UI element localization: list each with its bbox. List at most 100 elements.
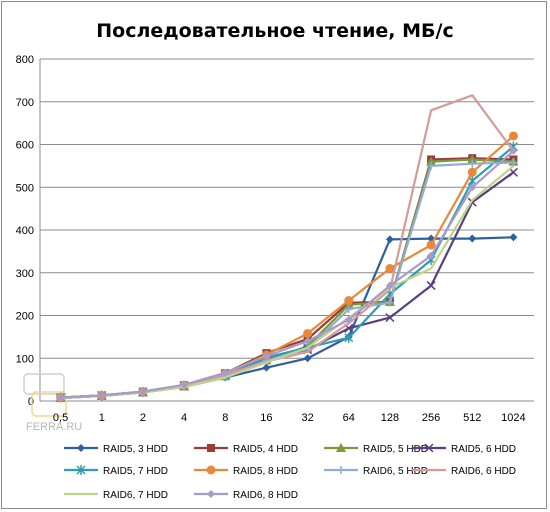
marker-x xyxy=(385,313,395,323)
x-tick-label: 32 xyxy=(301,412,313,424)
x-tick-label: 1024 xyxy=(501,412,525,424)
legend-item: RAID6, 5 HDD xyxy=(324,466,428,477)
series-line xyxy=(60,150,515,399)
legend-label: RAID6, 5 HDD xyxy=(363,466,428,477)
marker-diamond xyxy=(303,354,312,363)
legend-item: RAID6, 8 HDD xyxy=(194,490,298,501)
legend-label: RAID6, 6 HDD xyxy=(451,466,516,477)
marker-diamond xyxy=(180,380,189,389)
marker-star xyxy=(344,332,354,343)
series-lines xyxy=(55,94,519,403)
series-0 xyxy=(56,233,518,403)
legend-item: RAID5, 7 HDD xyxy=(64,465,168,477)
y-tick-label: 700 xyxy=(16,97,34,109)
marker-circle xyxy=(344,296,354,306)
legend: RAID5, 3 HDD RAID5, 4 HDD RAID5, 5 HDD RAID… xyxy=(64,443,516,501)
marker-x xyxy=(426,281,436,291)
marker-triangle xyxy=(336,443,346,452)
marker-diamond xyxy=(385,281,394,290)
y-tick-label: 200 xyxy=(16,311,34,323)
x-tick-label: 1 xyxy=(99,412,105,424)
marker-circle xyxy=(385,263,395,273)
y-tick-label: 600 xyxy=(16,140,34,152)
marker-diamond xyxy=(138,387,147,396)
legend-item: RAID6, 6 HDD xyxy=(412,466,516,477)
marker-plus xyxy=(509,158,518,167)
legend-item: RAID5, 6 HDD xyxy=(412,443,516,455)
marker-triangle xyxy=(426,156,437,166)
marker-circle xyxy=(467,167,477,177)
legend-label: RAID5, 5 HDD xyxy=(363,444,428,455)
marker-diamond xyxy=(262,363,271,372)
gridlines xyxy=(39,58,534,402)
marker-diamond xyxy=(509,233,518,242)
marker-diamond xyxy=(56,393,65,402)
legend-item: RAID5, 3 HDD xyxy=(64,444,168,455)
legend-label: RAID5, 3 HDD xyxy=(103,444,168,455)
marker-circle xyxy=(206,465,216,475)
x-tick-label: 4 xyxy=(181,412,187,424)
x-tick-label: 2 xyxy=(140,412,146,424)
legend-item: RAID5, 5 HDD xyxy=(324,443,428,455)
legend-item: RAID5, 8 HDD xyxy=(194,465,298,477)
marker-diamond xyxy=(427,251,436,260)
y-tick-label: 800 xyxy=(16,54,34,66)
marker-diamond xyxy=(385,235,394,244)
legend-label: RAID6, 7 HDD xyxy=(103,490,168,501)
marker-diamond xyxy=(262,352,271,361)
marker-diamond xyxy=(97,391,106,400)
x-tick-label: 0,5 xyxy=(53,412,68,424)
series-line xyxy=(60,145,515,399)
legend-item: RAID6, 7 HDD xyxy=(64,490,168,501)
marker-square xyxy=(207,444,215,452)
chart-title: Последовательное чтение, МБ/с xyxy=(96,20,453,42)
legend-label: RAID5, 6 HDD xyxy=(451,444,516,455)
y-tick-label: 500 xyxy=(16,182,34,194)
legend-label: RAID6, 8 HDD xyxy=(233,490,298,501)
watermark-text: FERRA.RU xyxy=(26,421,82,433)
y-tick-label: 100 xyxy=(16,353,34,365)
series-9 xyxy=(56,146,518,402)
marker-plus xyxy=(385,298,394,307)
marker-x xyxy=(424,443,434,453)
marker-plus xyxy=(344,305,353,314)
marker-diamond xyxy=(77,444,85,452)
marker-diamond xyxy=(344,315,353,324)
legend-item: RAID5, 4 HDD xyxy=(194,444,298,455)
watermark-logo-shape xyxy=(31,391,67,417)
marker-plus xyxy=(337,466,345,474)
x-tick-label: 64 xyxy=(343,412,355,424)
y-tick-label: 400 xyxy=(16,225,34,237)
marker-circle xyxy=(508,131,518,141)
series-6 xyxy=(56,158,518,403)
marker-circle xyxy=(303,328,313,338)
y-axis-ticks: 0 100 200 300 400 500 600 700 800 xyxy=(16,54,34,408)
ferra-watermark: FERRA.RU xyxy=(23,373,82,433)
series-3 xyxy=(56,167,518,403)
x-tick-label: 128 xyxy=(381,412,399,424)
x-tick-label: 16 xyxy=(260,412,272,424)
x-axis: 0,5 1 2 4 8 16 32 64 128 256 512 1024 xyxy=(53,412,526,424)
legend-label: RAID5, 4 HDD xyxy=(233,444,298,455)
marker-diamond xyxy=(207,490,215,498)
legend-label: RAID5, 7 HDD xyxy=(103,466,168,477)
marker-triangle xyxy=(467,154,478,164)
legend-label: RAID5, 8 HDD xyxy=(233,466,298,477)
marker-star xyxy=(76,465,86,475)
series-line xyxy=(60,236,514,400)
y-tick-label: 300 xyxy=(16,268,34,280)
x-tick-label: 512 xyxy=(463,412,481,424)
marker-plus xyxy=(468,159,477,168)
marker-x xyxy=(508,167,518,177)
series-2 xyxy=(55,154,519,403)
marker-diamond xyxy=(221,368,230,377)
x-tick-label: 8 xyxy=(222,412,228,424)
x-tick-label: 256 xyxy=(422,412,440,424)
marker-plus xyxy=(427,161,436,170)
series-5 xyxy=(56,131,518,403)
marker-diamond xyxy=(509,146,518,155)
series-1 xyxy=(56,154,518,402)
marker-diamond xyxy=(468,183,477,192)
